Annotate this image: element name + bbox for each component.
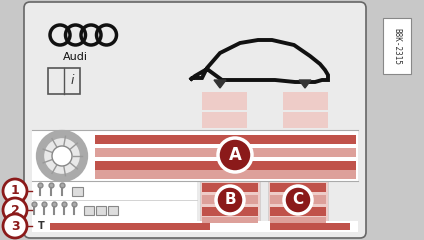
Bar bbox=[270, 207, 326, 216]
Bar bbox=[95, 170, 356, 179]
Bar bbox=[32, 131, 358, 181]
Text: 3: 3 bbox=[11, 220, 20, 233]
Circle shape bbox=[3, 214, 27, 238]
Bar bbox=[202, 183, 258, 192]
Bar bbox=[95, 161, 356, 170]
Bar bbox=[202, 195, 258, 204]
Bar bbox=[270, 223, 350, 230]
Bar bbox=[96, 206, 106, 215]
Text: Audi: Audi bbox=[62, 52, 87, 62]
Circle shape bbox=[40, 134, 84, 178]
Bar bbox=[202, 92, 247, 110]
Circle shape bbox=[3, 179, 27, 203]
Bar bbox=[202, 112, 247, 128]
Text: C: C bbox=[293, 192, 304, 208]
Circle shape bbox=[216, 186, 244, 214]
Bar bbox=[283, 92, 328, 110]
Text: B8K-2315: B8K-2315 bbox=[393, 28, 402, 65]
Bar bbox=[32, 181, 197, 221]
Text: T: T bbox=[38, 221, 45, 231]
Bar bbox=[32, 221, 358, 232]
Text: i: i bbox=[70, 74, 74, 88]
Bar bbox=[283, 112, 328, 128]
Circle shape bbox=[3, 198, 27, 222]
Text: 2: 2 bbox=[11, 204, 20, 216]
Bar bbox=[48, 68, 80, 94]
Circle shape bbox=[218, 138, 252, 172]
Text: 1: 1 bbox=[11, 185, 20, 198]
Bar bbox=[383, 18, 411, 74]
Bar bbox=[108, 206, 118, 215]
Circle shape bbox=[52, 146, 72, 166]
Bar bbox=[72, 187, 83, 196]
Bar bbox=[202, 217, 258, 223]
FancyBboxPatch shape bbox=[24, 2, 366, 238]
Polygon shape bbox=[214, 80, 226, 88]
Bar bbox=[202, 207, 258, 216]
Bar bbox=[268, 181, 328, 221]
Circle shape bbox=[284, 186, 312, 214]
Polygon shape bbox=[299, 80, 311, 88]
Bar bbox=[200, 181, 260, 221]
Bar bbox=[270, 217, 326, 223]
Bar bbox=[50, 223, 210, 230]
Text: A: A bbox=[229, 146, 241, 164]
Bar bbox=[95, 135, 356, 144]
Bar bbox=[95, 148, 356, 157]
Bar bbox=[84, 206, 94, 215]
Bar bbox=[270, 183, 326, 192]
Text: B: B bbox=[224, 192, 236, 208]
Bar bbox=[270, 195, 326, 204]
